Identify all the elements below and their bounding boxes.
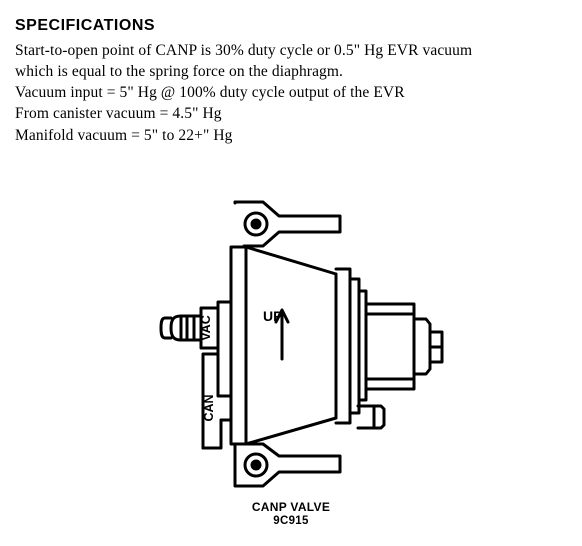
- spec-line-4: From canister vacuum = 4.5" Hg: [15, 104, 567, 124]
- figure-caption-line2: 9C915: [126, 515, 456, 527]
- spec-line-3: Vacuum input = 5" Hg @ 100% duty cycle o…: [15, 83, 567, 103]
- label-vac: VAC: [199, 315, 213, 340]
- figure-container: UP VAC CAN CANP VALVE 9C915: [15, 184, 567, 529]
- figure-caption-line1: CANP VALVE: [252, 500, 330, 514]
- specifications-heading: SPECIFICATIONS: [15, 17, 567, 35]
- canp-valve-diagram: UP VAC CAN CANP VALVE 9C915: [126, 184, 456, 527]
- spec-line-1: Start-to-open point of CANP is 30% duty …: [15, 41, 567, 61]
- canp-valve-svg: UP VAC CAN: [126, 184, 456, 494]
- spec-line-2: which is equal to the spring force on th…: [15, 62, 567, 82]
- specifications-text-block: Start-to-open point of CANP is 30% duty …: [15, 41, 567, 146]
- label-can: CAN: [202, 394, 216, 421]
- spec-line-5: Manifold vacuum = 5" to 22+" Hg: [15, 126, 567, 146]
- label-up: UP: [263, 308, 282, 324]
